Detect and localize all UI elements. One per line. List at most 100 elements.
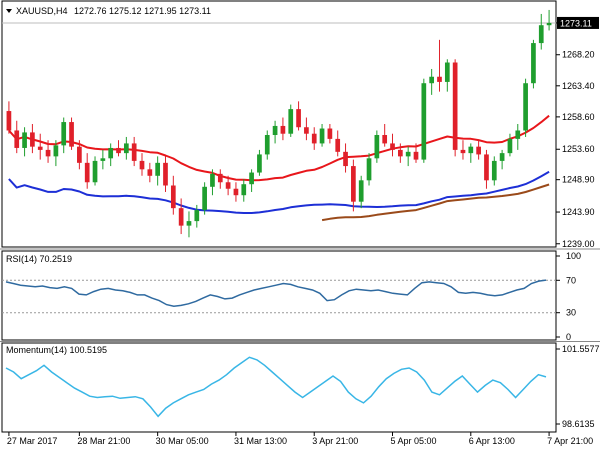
panel-frame-2 — [1, 342, 557, 433]
panel-frames — [0, 0, 600, 433]
candle-body — [382, 135, 388, 144]
x-tick-label: 28 Mar 21:00 — [77, 436, 130, 446]
momentum-title: Momentum(14) 100.5195 — [6, 345, 107, 355]
candle-body — [92, 160, 98, 183]
candle-bear — [139, 153, 145, 176]
candle-body — [327, 128, 333, 139]
candle-bear — [45, 140, 51, 163]
candle-body — [351, 166, 356, 202]
candle-bull — [186, 211, 192, 238]
candle-body — [421, 83, 427, 160]
candle-body — [241, 184, 247, 196]
candle-body — [366, 158, 372, 181]
candle-body — [319, 128, 325, 144]
candle-bull — [366, 153, 372, 186]
candle-bear — [476, 140, 481, 160]
candle-bull — [468, 143, 474, 163]
price-tick-label: 1253.60 — [562, 144, 595, 154]
rsi-tick-label: 100 — [566, 251, 581, 261]
candle-body — [343, 151, 348, 167]
candle-body — [155, 162, 161, 176]
candle-bear — [217, 169, 223, 189]
candle-body — [538, 25, 544, 44]
chevron-down-icon[interactable] — [6, 9, 12, 13]
candle-body — [288, 109, 294, 134]
candle-bull — [523, 78, 528, 137]
candle-body — [116, 147, 121, 154]
x-tick-label: 30 Mar 05:00 — [156, 436, 209, 446]
candle-bull — [210, 169, 215, 196]
header: XAUUSD,H4 1272.76 1275.12 1271.95 1273.1… — [6, 6, 211, 16]
candle-body — [374, 135, 380, 159]
ma-fast-line — [8, 114, 550, 182]
candle-bull — [22, 127, 27, 157]
candle-bear — [170, 175, 176, 215]
candle-bear — [69, 117, 74, 150]
candle-body — [139, 160, 145, 170]
candle-body — [390, 143, 395, 150]
candle-body — [397, 149, 403, 157]
candle-bull — [257, 149, 262, 176]
rsi-tick-label: 30 — [566, 308, 576, 318]
candle-bear — [14, 120, 20, 154]
candle-body — [84, 162, 90, 183]
rsi-tick-label: 0 — [566, 332, 571, 342]
candle-bull — [405, 146, 411, 167]
candle-body — [468, 146, 474, 154]
candle-bear — [30, 124, 35, 154]
candle-bull — [358, 175, 364, 209]
candle-bear — [304, 117, 309, 141]
candle-bear — [37, 133, 43, 160]
candle-bear — [233, 182, 239, 202]
rsi-tick-label: 70 — [566, 275, 576, 285]
candle-body — [444, 62, 450, 82]
axis-labels: 1273.11 1268.20 1263.40 1258.60 1253.60 1248.… — [7, 16, 600, 446]
candle-body — [249, 172, 254, 185]
price-tick-label: 1258.60 — [562, 112, 595, 122]
candle-bull — [374, 130, 380, 163]
panel-frame-1 — [1, 250, 557, 341]
candle-bear — [178, 198, 184, 235]
candle-body — [531, 43, 536, 84]
x-tick-label: 6 Apr 13:00 — [469, 436, 515, 446]
candle-body — [429, 76, 435, 84]
candle-body — [210, 173, 215, 187]
candle-body — [100, 158, 106, 161]
x-tick-label: 5 Apr 05:00 — [391, 436, 437, 446]
price-tick-label: 1268.20 — [562, 50, 595, 60]
candle-body — [170, 185, 176, 209]
candle-bear — [131, 136, 137, 167]
candle-body — [217, 173, 223, 183]
candle-bull — [421, 78, 427, 163]
candle-body — [546, 22, 552, 26]
candle-bull — [108, 143, 114, 167]
candle-bear — [84, 153, 90, 189]
candle-bull — [515, 124, 521, 150]
candle-bear — [147, 162, 153, 183]
candle-bull — [241, 179, 247, 202]
candle-body — [257, 154, 262, 173]
candle-body — [507, 138, 513, 154]
candle-body — [523, 83, 528, 131]
candle-body — [163, 162, 168, 186]
candle-body — [37, 146, 43, 150]
candle-bull — [202, 182, 207, 215]
candles — [6, 9, 552, 238]
candle-body — [335, 138, 341, 152]
price-tick-label: 1263.40 — [562, 81, 595, 91]
candle-body — [437, 76, 442, 82]
candle-bear — [390, 133, 395, 157]
candle-bull — [491, 156, 497, 186]
candle-body — [53, 145, 59, 157]
candle-bull — [546, 9, 552, 31]
candle-bull — [264, 130, 270, 160]
candle-body — [358, 180, 364, 202]
candle-bear — [452, 59, 458, 157]
candle-body — [147, 169, 153, 176]
candle-body — [233, 188, 239, 196]
candle-bull — [194, 204, 200, 228]
candle-body — [123, 143, 129, 154]
candle-body — [296, 109, 301, 128]
candle-bear — [335, 130, 341, 157]
